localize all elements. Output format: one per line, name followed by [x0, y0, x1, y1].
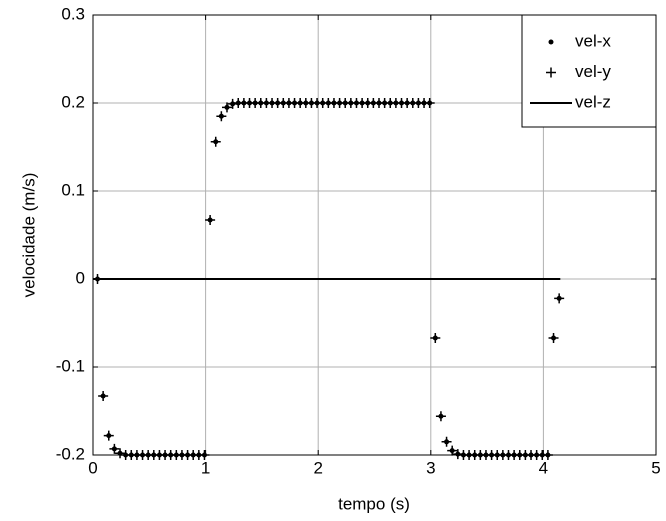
point: [103, 430, 114, 441]
legend-label: vel-y: [575, 62, 611, 81]
x-tick-label: 1: [201, 458, 210, 477]
point: [210, 136, 221, 147]
y-tick-label: 0.3: [61, 4, 85, 23]
legend-label: vel-x: [575, 31, 611, 50]
point: [430, 332, 441, 343]
point: [227, 98, 238, 109]
legend-label: vel-z: [575, 92, 611, 111]
point: [221, 102, 232, 113]
y-tick-label: -0.1: [56, 356, 85, 375]
y-tick-label: -0.2: [56, 444, 85, 463]
point: [554, 293, 565, 304]
x-axis-label: tempo (s): [338, 494, 410, 513]
y-axis-label: velocidade (m/s): [19, 173, 38, 298]
y-tick-label: 0.1: [61, 180, 85, 199]
point: [115, 448, 126, 459]
point: [205, 215, 216, 226]
x-tick-label: 3: [426, 458, 435, 477]
point: [548, 332, 559, 343]
point: [216, 111, 227, 122]
point: [109, 443, 120, 454]
legend-marker: [546, 67, 556, 78]
point: [452, 449, 463, 460]
plot-frame: [92, 14, 657, 456]
point: [435, 411, 446, 422]
legend-box: [521, 14, 657, 128]
x-tick-label: 5: [651, 458, 660, 477]
point: [441, 436, 452, 447]
x-tick-label: 4: [539, 458, 548, 477]
point: [447, 445, 458, 456]
y-tick-label: 0.2: [61, 92, 85, 111]
point: [98, 391, 109, 402]
legend-marker: [548, 39, 554, 45]
point: [424, 98, 435, 108]
x-tick-label: 2: [313, 458, 322, 477]
x-tick-label: 0: [88, 458, 97, 477]
y-tick-label: 0: [76, 268, 85, 287]
